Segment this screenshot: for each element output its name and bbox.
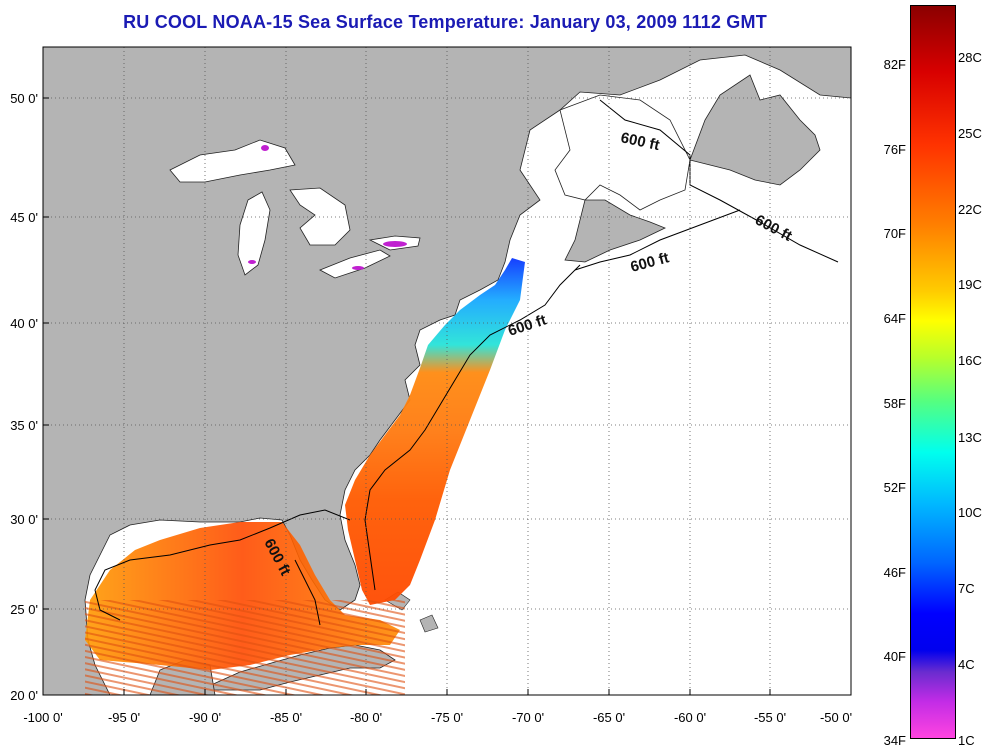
colorbar-f-label: 70F xyxy=(883,226,906,241)
lat-tick-label: 45 0' xyxy=(10,210,38,225)
lon-tick-label: -100 0' xyxy=(23,710,62,725)
colorbar-c-label: 4C xyxy=(958,657,975,672)
colorbar-f-label: 34F xyxy=(883,733,906,748)
colorbar-c-label: 10C xyxy=(958,505,982,520)
lon-tick-label: -55 0' xyxy=(754,710,786,725)
colorbar-c-label: 13C xyxy=(958,430,982,445)
lon-tick-label: -85 0' xyxy=(270,710,302,725)
lat-tick-label: 35 0' xyxy=(10,418,38,433)
map-title: RU COOL NOAA-15 Sea Surface Temperature:… xyxy=(123,12,767,32)
colorbar-c-label: 16C xyxy=(958,353,982,368)
lon-tick-label: -70 0' xyxy=(512,710,544,725)
colorbar-f-label: 82F xyxy=(883,57,906,72)
lat-tick-label: 30 0' xyxy=(10,512,38,527)
isobath-600ft xyxy=(94,99,839,626)
colorbar-f-label: 46F xyxy=(883,565,906,580)
colorbar-c-label: 28C xyxy=(958,50,982,65)
colorbar-c-label: 22C xyxy=(958,202,982,217)
lat-tick-label: 20 0' xyxy=(10,688,38,703)
graticule xyxy=(43,47,851,695)
colorbar-c-label: 7C xyxy=(958,581,975,596)
lon-tick-label: -75 0' xyxy=(431,710,463,725)
lon-tick-label: -80 0' xyxy=(350,710,382,725)
colorbar-c-label: 1C xyxy=(958,733,975,748)
colorbar-c-label: 25C xyxy=(958,126,982,141)
lake-erie xyxy=(319,249,391,279)
temperature-colorbar xyxy=(910,5,956,739)
lon-tick-label: -50 0' xyxy=(820,710,852,725)
colorbar-gradient xyxy=(910,5,956,739)
axis-ticks xyxy=(42,97,852,696)
lon-tick-label: -60 0' xyxy=(674,710,706,725)
lake-michigan xyxy=(237,191,271,276)
lake-huron xyxy=(289,187,351,246)
colorbar-f-label: 40F xyxy=(883,649,906,664)
land-nova-scotia xyxy=(564,199,666,263)
lat-tick-label: 50 0' xyxy=(10,91,38,106)
sst-scanline-noise xyxy=(85,600,405,695)
lat-tick-label: 25 0' xyxy=(10,602,38,617)
colorbar-c-label: 19C xyxy=(958,277,982,292)
lon-tick-label: -90 0' xyxy=(189,710,221,725)
lon-tick-label: -95 0' xyxy=(108,710,140,725)
colorbar-f-label: 58F xyxy=(883,396,906,411)
gulf-st-lawrence xyxy=(554,94,691,211)
lon-tick-label: -65 0' xyxy=(593,710,625,725)
land-newfoundland xyxy=(689,74,821,186)
colorbar-f-label: 52F xyxy=(883,480,906,495)
colorbar-f-label: 76F xyxy=(883,142,906,157)
colorbar-f-label: 64F xyxy=(883,311,906,326)
lake-ice-patches xyxy=(248,145,407,270)
lat-tick-label: 40 0' xyxy=(10,316,38,331)
